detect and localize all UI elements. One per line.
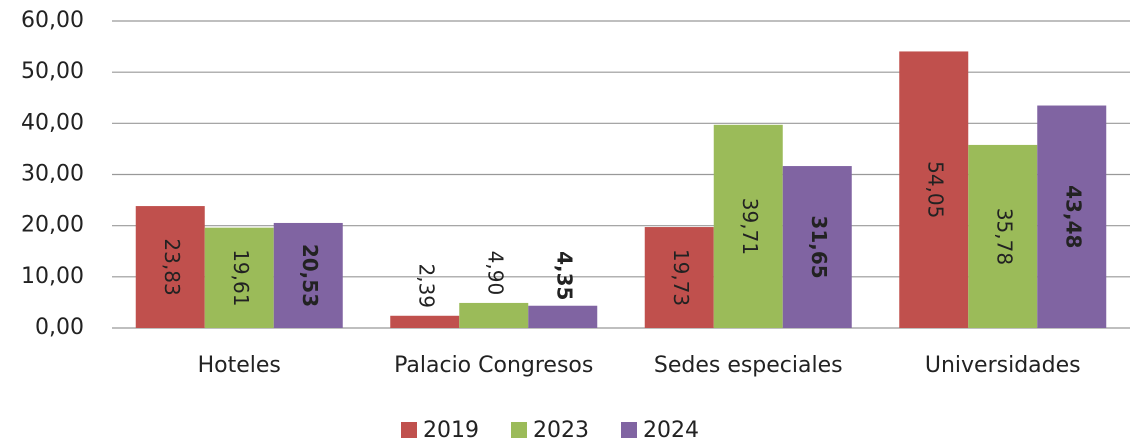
bar — [273, 222, 343, 328]
legend-swatch — [621, 422, 637, 438]
y-tick-label: 20,00 — [21, 213, 84, 238]
legend-label: 2023 — [533, 418, 589, 443]
y-tick-label: 30,00 — [21, 162, 84, 187]
bar — [713, 124, 783, 328]
bar — [968, 144, 1038, 328]
legend-label: 2019 — [423, 418, 479, 443]
bar — [459, 302, 529, 328]
data-label: 4,35 — [552, 251, 576, 300]
x-tick-label: Hoteles — [198, 353, 281, 378]
bar — [390, 315, 460, 328]
bar — [899, 51, 969, 329]
bar — [528, 305, 598, 328]
data-label: 39,71 — [738, 198, 762, 255]
data-label: 35,78 — [992, 208, 1016, 265]
data-label: 20,53 — [298, 244, 322, 307]
data-label: 23,83 — [160, 238, 184, 295]
x-tick-label: Palacio Congresos — [394, 353, 593, 378]
bar — [204, 227, 274, 328]
bar — [135, 206, 205, 328]
legend-label: 2024 — [643, 418, 699, 443]
y-tick-label: 10,00 — [21, 264, 84, 289]
data-label: 19,73 — [669, 249, 693, 306]
data-label: 31,65 — [807, 215, 831, 278]
data-label: 2,39 — [414, 264, 438, 309]
data-label: 43,48 — [1061, 185, 1085, 248]
x-tick-label: Sedes especiales — [654, 353, 843, 378]
x-tick-label: Universidades — [925, 353, 1081, 378]
data-label: 54,05 — [923, 161, 947, 218]
y-tick-label: 60,00 — [21, 8, 84, 33]
data-label: 19,61 — [229, 249, 253, 306]
y-tick-label: 0,00 — [35, 315, 84, 340]
bar — [644, 227, 714, 328]
data-label: 4,90 — [483, 251, 507, 296]
y-tick-label: 50,00 — [21, 59, 84, 84]
legend-swatch — [511, 422, 527, 438]
legend-swatch — [401, 422, 417, 438]
bar — [1037, 105, 1107, 328]
y-tick-label: 40,00 — [21, 110, 84, 135]
bar — [782, 166, 852, 328]
